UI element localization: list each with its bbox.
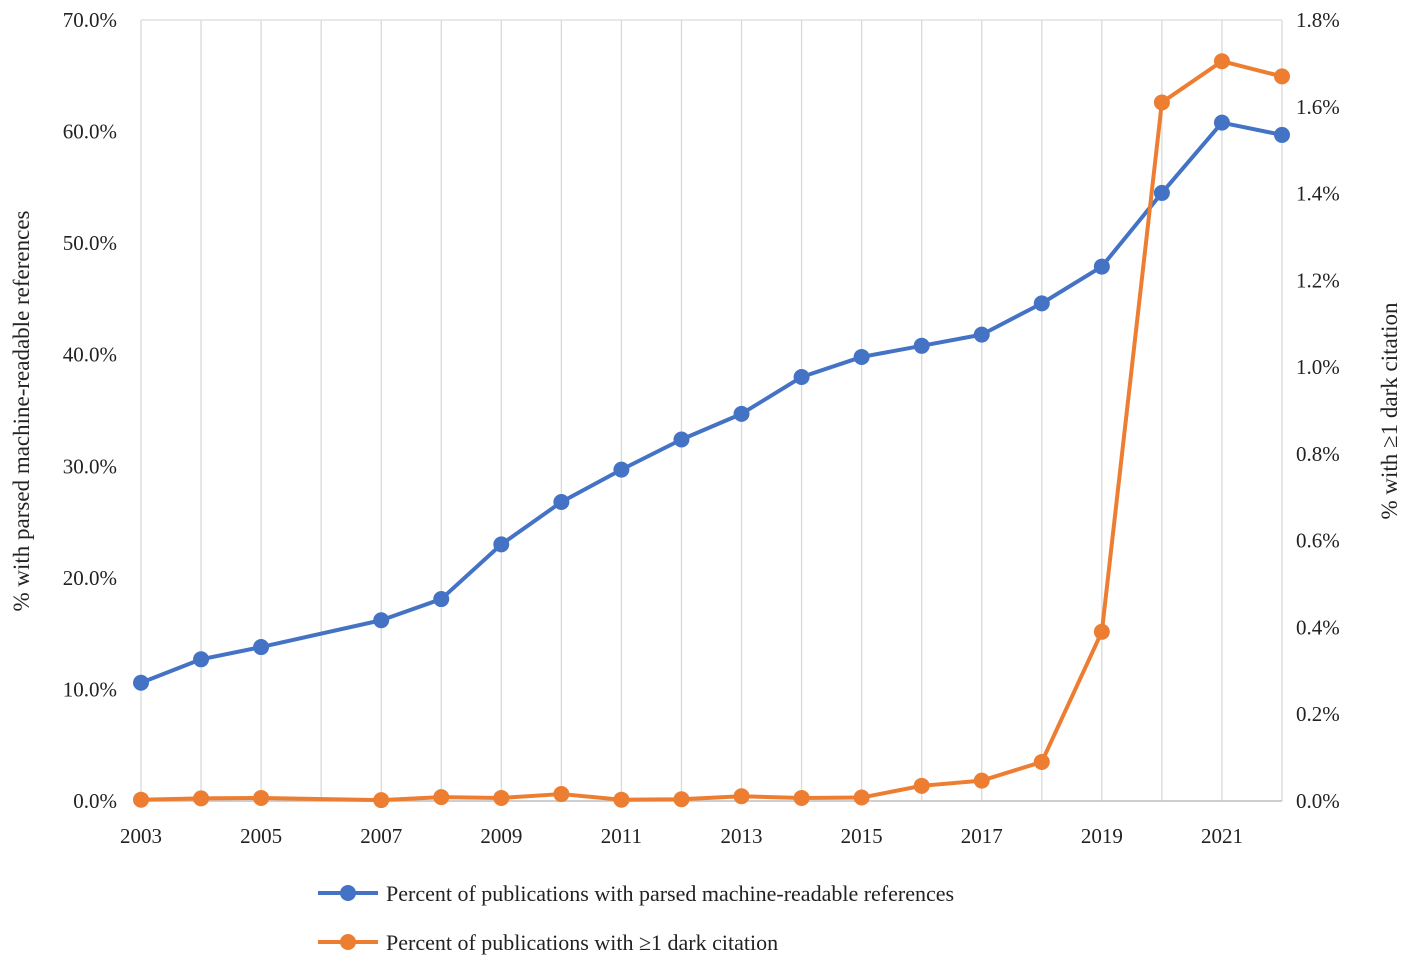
data-point-series-2 — [853, 789, 870, 806]
data-point-series-1 — [433, 591, 450, 608]
data-point-series-1 — [133, 674, 149, 691]
data-point-series-1 — [1093, 258, 1110, 275]
data-point-series-2 — [1033, 753, 1050, 770]
series-line-2 — [140, 59, 1283, 803]
data-point-series-2 — [493, 789, 510, 806]
data-point-series-1 — [1213, 114, 1230, 131]
series-1 — [133, 114, 1290, 691]
series-2 — [133, 53, 1290, 809]
data-point-series-2 — [133, 791, 149, 808]
data-point-series-2 — [193, 790, 210, 807]
y-right-tick-label: 1.6% — [1296, 95, 1340, 119]
data-point-series-2 — [973, 772, 990, 789]
data-point-series-1 — [253, 639, 270, 656]
y-right-tick-label: 1.8% — [1296, 8, 1340, 32]
legend-item-series-2: Percent of publications with ≥1 dark cit… — [318, 930, 778, 955]
legend: Percent of publications with parsed mach… — [318, 881, 954, 955]
y-right-axis-title: % with ≥1 dark citation — [1377, 302, 1402, 520]
y-left-tick-label: 50.0% — [63, 231, 117, 255]
data-point-series-2 — [1213, 53, 1230, 70]
x-tick-label: 2019 — [1081, 824, 1123, 848]
data-point-series-2 — [1153, 94, 1170, 111]
series — [133, 53, 1290, 809]
x-tick-label: 2005 — [240, 824, 282, 848]
data-point-series-1 — [673, 431, 690, 448]
data-point-series-2 — [1274, 68, 1290, 85]
data-point-series-2 — [913, 777, 930, 794]
data-point-series-1 — [1274, 126, 1290, 143]
axes: 2003 2005 2007 2009 2011 2013 2015 2017 2019 2021… — [63, 8, 1340, 848]
y-right-tick-label: 0.0% — [1296, 789, 1340, 813]
data-point-series-1 — [613, 461, 630, 478]
data-point-series-2 — [373, 792, 390, 809]
grid-lines — [140, 19, 1283, 801]
data-point-series-1 — [193, 651, 210, 668]
y-left-tick-label: 20.0% — [63, 566, 117, 590]
data-point-series-1 — [1033, 295, 1050, 312]
data-point-series-1 — [493, 536, 510, 553]
legend-swatch-marker-2 — [340, 934, 356, 950]
y-right-tick-label: 0.6% — [1296, 529, 1340, 553]
data-point-series-1 — [973, 326, 990, 343]
data-point-series-1 — [1153, 184, 1170, 201]
y-right-tick-label: 0.8% — [1296, 442, 1340, 466]
x-tick-label: 2021 — [1201, 824, 1243, 848]
data-point-series-2 — [733, 788, 750, 805]
y-left-axis-title: % with parsed machine-readable reference… — [9, 210, 34, 611]
x-tick-label: 2015 — [841, 824, 883, 848]
data-point-series-1 — [373, 612, 390, 629]
y-left-tick-label: 30.0% — [63, 454, 117, 478]
y-right-tick-label: 1.4% — [1296, 182, 1340, 206]
x-tick-label: 2003 — [120, 824, 162, 848]
y-left-tick-label: 10.0% — [63, 677, 117, 701]
x-tick-label: 2009 — [480, 824, 522, 848]
legend-label-2: Percent of publications with ≥1 dark cit… — [386, 930, 778, 955]
y-left-tick-label: 40.0% — [63, 343, 117, 367]
data-point-series-1 — [853, 348, 870, 365]
data-point-series-2 — [433, 789, 450, 806]
x-tick-label: 2013 — [721, 824, 763, 848]
x-tick-label: 2011 — [601, 824, 642, 848]
data-point-series-2 — [673, 791, 690, 808]
data-point-series-2 — [253, 789, 270, 806]
legend-item-series-1: Percent of publications with parsed mach… — [318, 881, 954, 906]
series-line-1 — [140, 120, 1283, 685]
legend-label-1: Percent of publications with parsed mach… — [386, 881, 954, 906]
data-point-series-2 — [613, 791, 630, 808]
legend-swatch-marker-1 — [340, 885, 356, 901]
data-point-series-1 — [913, 337, 930, 354]
y-right-tick-label: 1.2% — [1296, 268, 1340, 292]
data-point-series-2 — [553, 786, 570, 803]
y-left-tick-label: 60.0% — [63, 120, 117, 144]
data-point-series-2 — [793, 789, 810, 806]
y-right-tick-label: 0.2% — [1296, 702, 1340, 726]
x-tick-label: 2007 — [360, 824, 402, 848]
data-point-series-1 — [553, 493, 570, 510]
data-point-series-2 — [1093, 623, 1110, 640]
y-left-tick-label: 70.0% — [63, 8, 117, 32]
y-left-tick-label: 0.0% — [73, 789, 117, 813]
y-right-tick-label: 0.4% — [1296, 615, 1340, 639]
data-point-series-1 — [793, 369, 810, 386]
data-point-series-1 — [733, 405, 750, 422]
y-right-tick-label: 1.0% — [1296, 355, 1340, 379]
x-tick-label: 2017 — [961, 824, 1003, 848]
